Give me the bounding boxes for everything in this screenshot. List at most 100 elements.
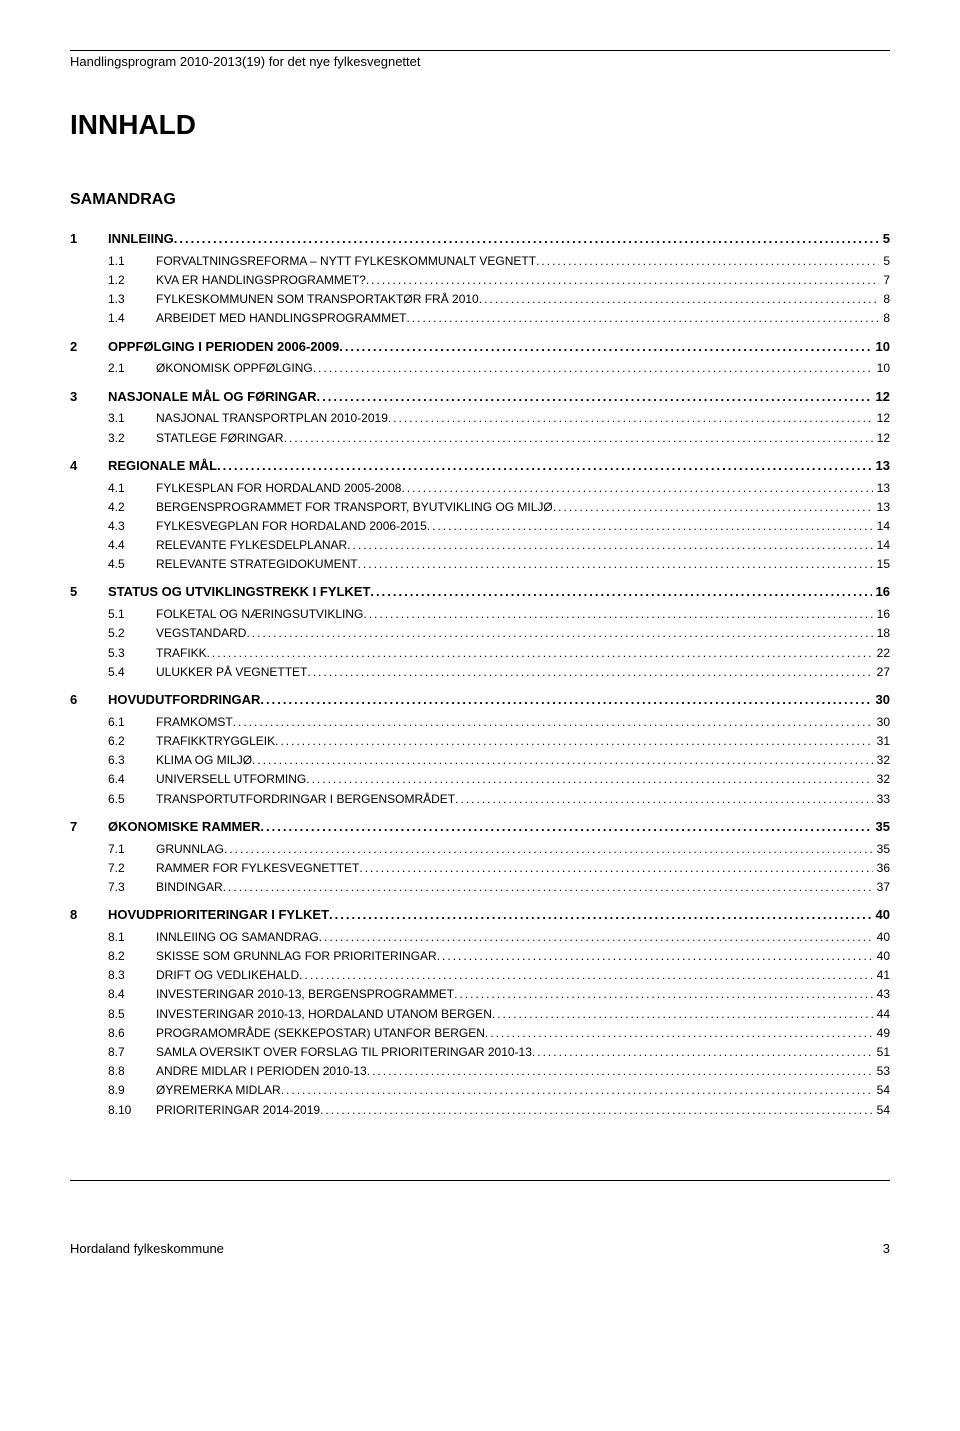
toc-number: 5.3 [108, 644, 156, 663]
toc-number: 2 [70, 337, 108, 358]
toc-number: 8.1 [108, 928, 156, 947]
toc-number: 8.5 [108, 1005, 156, 1024]
toc-number: 8.10 [108, 1101, 156, 1120]
toc-leader-dots [427, 517, 873, 536]
toc-page: 12 [873, 429, 890, 448]
toc-leader-dots [358, 555, 873, 574]
toc-page: 14 [873, 536, 890, 555]
toc-text: TRANSPORTUTFORDRINGAR I BERGENSOMRÅDET [156, 790, 455, 809]
toc-subsection: 4.1FYLKESPLAN FOR HORDALAND 2005-200813 [70, 479, 890, 498]
toc-subsection: 1.2KVA ER HANDLINGSPROGRAMMET?7 [70, 271, 890, 290]
toc-text: PRIORITERINGAR 2014-2019 [156, 1101, 320, 1120]
toc-subsection: 6.2TRAFIKKTRYGGLEIK31 [70, 732, 890, 751]
toc-subsection: 7.2RAMMER FOR FYLKESVEGNETTET36 [70, 859, 890, 878]
toc-number: 4.1 [108, 479, 156, 498]
toc-leader-dots [329, 905, 872, 926]
toc-leader-dots [275, 732, 873, 751]
toc-subsection: 8.9ØYREMERKA MIDLAR54 [70, 1081, 890, 1100]
toc-number: 7.3 [108, 878, 156, 897]
toc-page: 54 [873, 1101, 890, 1120]
toc-text: ØKONOMISKE RAMMER [108, 817, 260, 838]
toc-page: 33 [873, 790, 890, 809]
toc-leader-dots [307, 663, 872, 682]
toc-text: NASJONALE MÅL OG FØRINGAR [108, 387, 317, 408]
toc-number: 6.3 [108, 751, 156, 770]
toc-page: 30 [873, 713, 890, 732]
toc-number: 8.9 [108, 1081, 156, 1100]
toc-subsection: 8.8ANDRE MIDLAR I PERIODEN 2010-1353 [70, 1062, 890, 1081]
toc-page: 15 [873, 555, 890, 574]
toc-subsection: 8.4INVESTERINGAR 2010-13, BERGENSPROGRAM… [70, 985, 890, 1004]
toc-text: GRUNNLAG [156, 840, 224, 859]
toc-page: 16 [873, 605, 890, 624]
toc-leader-dots [320, 1101, 873, 1120]
toc-page: 5 [879, 252, 890, 271]
toc-number: 1.3 [108, 290, 156, 309]
toc-subsection: 5.3TRAFIKK 22 [70, 644, 890, 663]
toc-leader-dots [553, 498, 873, 517]
toc-number: 8.8 [108, 1062, 156, 1081]
toc-subsection: 5.1FOLKETAL OG NÆRINGSUTVIKLING16 [70, 605, 890, 624]
toc-number: 8.3 [108, 966, 156, 985]
toc-page: 36 [873, 859, 890, 878]
header-title: Handlingsprogram 2010-2013(19) for det n… [70, 54, 890, 109]
toc-number: 8.2 [108, 947, 156, 966]
toc-number: 1.1 [108, 252, 156, 271]
toc-text: BINDINGAR [156, 878, 223, 897]
toc-number: 8 [70, 905, 108, 926]
toc-leader-dots [281, 1081, 873, 1100]
toc-number: 4.5 [108, 555, 156, 574]
toc-leader-dots [207, 644, 873, 663]
toc-text: KLIMA OG MILJØ [156, 751, 252, 770]
toc-subsection: 8.7SAMLA OVERSIKT OVER FORSLAG TIL PRIOR… [70, 1043, 890, 1062]
toc-section: 8HOVUDPRIORITERINGAR I FYLKET40 [70, 905, 890, 926]
toc-text: TRAFIKK [156, 644, 207, 663]
toc-subsection: 3.2STATLEGE FØRINGAR12 [70, 429, 890, 448]
toc-number: 6.1 [108, 713, 156, 732]
toc-page: 35 [873, 840, 890, 859]
toc-page: 54 [873, 1081, 890, 1100]
toc-page: 13 [873, 498, 890, 517]
toc-subsection: 1.1FORVALTNINGSREFORMA – NYTT FYLKESKOMM… [70, 252, 890, 271]
toc-number: 4.3 [108, 517, 156, 536]
toc-subsection: 7.3BINDINGAR 37 [70, 878, 890, 897]
toc-text: INVESTERINGAR 2010-13, HORDALAND UTANOM … [156, 1005, 492, 1024]
toc-number: 5.4 [108, 663, 156, 682]
toc-text: HOVUDPRIORITERINGAR I FYLKET [108, 905, 329, 926]
toc-text: INVESTERINGAR 2010-13, BERGENSPROGRAMMET [156, 985, 454, 1004]
toc-page: 35 [872, 817, 890, 838]
toc-page: 10 [873, 359, 890, 378]
toc-number: 7.1 [108, 840, 156, 859]
toc-number: 4.2 [108, 498, 156, 517]
toc-page: 32 [873, 770, 890, 789]
toc-leader-dots [492, 1005, 873, 1024]
toc-page: 10 [872, 337, 890, 358]
toc-leader-dots [306, 770, 872, 789]
toc-leader-dots [224, 840, 873, 859]
toc-subsection: 4.2BERGENSPROGRAMMET FOR TRANSPORT, BYUT… [70, 498, 890, 517]
toc-subsection: 6.4UNIVERSELL UTFORMING32 [70, 770, 890, 789]
toc-page: 44 [873, 1005, 890, 1024]
toc-leader-dots [479, 290, 880, 309]
toc-leader-dots [174, 229, 879, 250]
toc-page: 43 [873, 985, 890, 1004]
toc-page: 31 [873, 732, 890, 751]
toc-page: 51 [873, 1043, 890, 1062]
toc-subsection: 1.3FYLKESKOMMUNEN SOM TRANSPORTAKTØR FRÅ… [70, 290, 890, 309]
toc-text: ARBEIDET MED HANDLINGSPROGRAMMET [156, 309, 406, 328]
toc-text: DRIFT OG VEDLIKEHALD [156, 966, 299, 985]
toc-page: 22 [873, 644, 890, 663]
toc-page: 32 [873, 751, 890, 770]
toc-text: INNLEIING [108, 229, 174, 250]
toc-leader-dots [217, 456, 871, 477]
toc-subsection: 1.4ARBEIDET MED HANDLINGSPROGRAMMET8 [70, 309, 890, 328]
toc-leader-dots [454, 985, 873, 1004]
toc-text: FYLKESVEGPLAN FOR HORDALAND 2006-2015 [156, 517, 427, 536]
toc-page: 37 [873, 878, 890, 897]
toc-leader-dots [260, 690, 871, 711]
toc-text: HOVUDUTFORDRINGAR [108, 690, 260, 711]
toc-subsection: 5.4ULUKKER PÅ VEGNETTET27 [70, 663, 890, 682]
toc-number: 5.2 [108, 624, 156, 643]
toc-text: INNLEIING OG SAMANDRAG [156, 928, 319, 947]
toc-leader-dots [363, 605, 872, 624]
